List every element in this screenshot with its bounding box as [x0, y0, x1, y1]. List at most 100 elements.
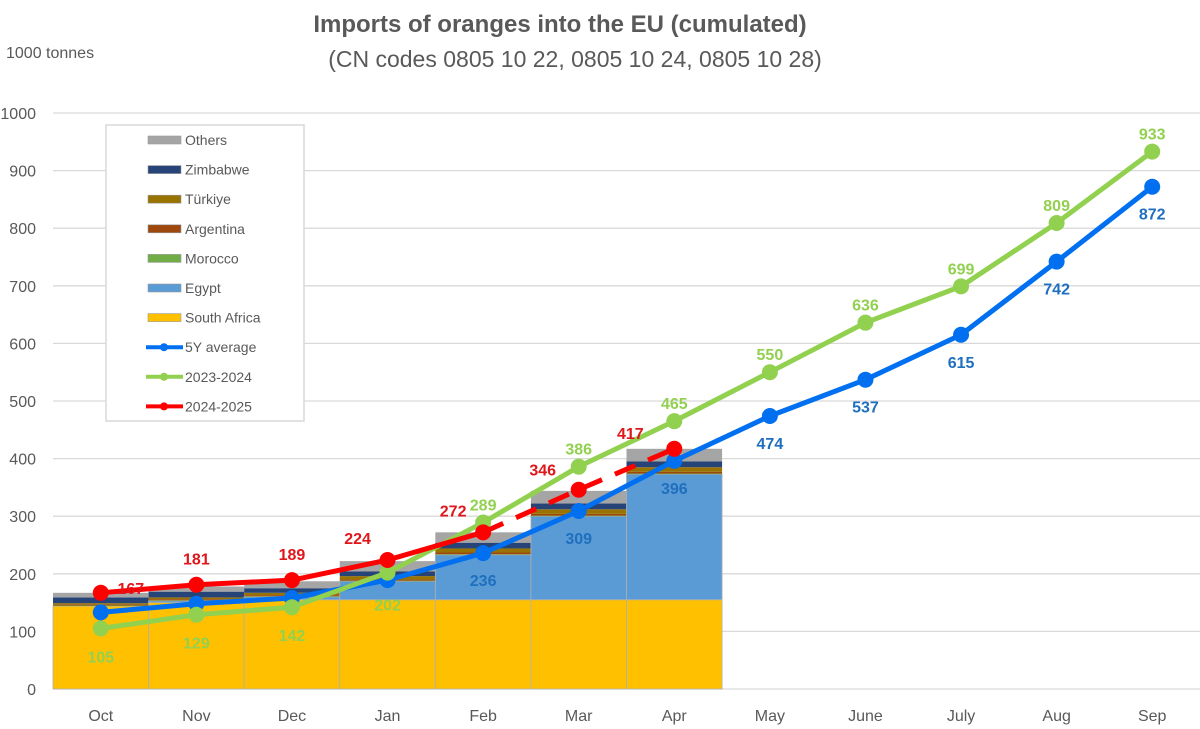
line-5y-average: [98, 184, 1155, 615]
data-label-2023-2024: 289: [470, 498, 497, 515]
point-2023-2024: [570, 458, 587, 475]
data-label-2024-2025: 417: [617, 426, 644, 443]
point-2024-2025: [666, 440, 683, 457]
legend-label-2024-2025: 2024-2025: [185, 398, 252, 414]
data-label-2023-2024: 142: [279, 628, 306, 645]
point-5y-average: [475, 545, 492, 562]
legend-marker-2024-2025: [160, 402, 168, 411]
data-label-5y-average: 742: [1043, 282, 1070, 299]
legend-label-t-rkiye: Türkiye: [185, 191, 231, 207]
bar-segment-egypt: [626, 473, 723, 601]
data-label-2023-2024: 105: [87, 650, 114, 667]
legend-swatch-morocco: [147, 254, 182, 263]
chart-title: Imports of oranges into the EU (cumulate…: [313, 11, 806, 38]
y-axis-unit-label: 1000 tonnes: [6, 45, 94, 62]
y-tick-label: 600: [9, 336, 36, 353]
point-2024-2025: [570, 481, 587, 498]
x-tick-label: Nov: [182, 708, 210, 725]
point-2024-2025: [475, 524, 492, 541]
legend-label-egypt: Egypt: [185, 280, 221, 296]
y-tick-label: 200: [9, 567, 36, 584]
legend-swatch-south-africa: [147, 313, 182, 322]
x-tick-label: May: [755, 708, 785, 725]
data-label-2024-2025: 272: [440, 503, 467, 520]
legend-label-south-africa: South Africa: [185, 310, 261, 326]
y-tick-label: 800: [9, 221, 36, 238]
data-label-5y-average: 537: [852, 400, 879, 417]
point-2023-2024: [1048, 215, 1065, 232]
data-label-2024-2025: 224: [344, 531, 371, 548]
x-tick-label: Dec: [278, 708, 306, 725]
x-tick-label: July: [947, 708, 975, 725]
legend-swatch-zimbabwe: [147, 165, 182, 174]
bar-segment-south-africa: [339, 599, 436, 690]
y-tick-label: 100: [9, 624, 36, 641]
x-tick-label: Sep: [1138, 708, 1167, 725]
x-tick-label: Feb: [469, 708, 497, 725]
point-5y-average: [188, 595, 205, 612]
line-series: [92, 143, 1161, 637]
legend-label-others: Others: [185, 132, 227, 148]
bar-segment-egypt: [530, 515, 627, 601]
y-tick-label: 400: [9, 452, 36, 469]
line-2023-2024: [98, 149, 1155, 632]
point-2023-2024: [379, 564, 396, 581]
data-label-5y-average: 236: [470, 573, 497, 590]
point-5y-average: [570, 503, 587, 520]
chart-subtitle: (CN codes 0805 10 22, 0805 10 24, 0805 1…: [328, 46, 822, 72]
legend-label-5y-average: 5Y average: [185, 339, 257, 355]
y-tick-label: 700: [9, 279, 36, 296]
data-label-5y-average: 872: [1139, 207, 1166, 224]
data-label-2023-2024: 202: [374, 598, 401, 615]
point-5y-average: [1048, 253, 1065, 270]
data-label-2024-2025: 346: [529, 463, 556, 480]
point-2023-2024: [92, 620, 109, 637]
bar-segment-morocco: [626, 473, 723, 475]
data-label-2023-2024: 550: [757, 347, 784, 364]
data-label-5y-average: 396: [661, 481, 688, 498]
data-label-2023-2024: 129: [183, 636, 210, 653]
x-tick-label: Mar: [565, 708, 593, 725]
point-2024-2025: [188, 576, 205, 593]
point-2023-2024: [188, 606, 205, 623]
legend-marker-2023-2024: [160, 372, 168, 381]
point-2023-2024: [283, 599, 300, 616]
y-tick-label: 900: [9, 164, 36, 181]
x-tick-label: Jan: [375, 708, 401, 725]
x-tick-label: Aug: [1042, 708, 1070, 725]
point-2023-2024: [666, 413, 683, 430]
point-5y-average: [1144, 178, 1161, 195]
point-2023-2024: [953, 278, 970, 295]
x-tick-label: June: [848, 708, 883, 725]
point-2023-2024: [857, 314, 874, 331]
data-label-5y-average: 309: [565, 531, 592, 548]
bar-segment-zimbabwe: [148, 591, 245, 598]
legend-swatch-egypt: [147, 283, 182, 293]
x-tick-label: Apr: [662, 708, 688, 725]
point-2024-2025: [283, 572, 300, 589]
point-5y-average: [857, 371, 874, 388]
point-5y-average: [761, 407, 778, 424]
bar-segment-south-africa: [434, 599, 532, 690]
point-2024-2025: [92, 584, 109, 601]
legend-swatch-others: [147, 135, 182, 145]
data-label-2023-2024: 636: [852, 298, 879, 315]
y-axis-ticks: 0 100 200 300 400 500 600 700 800 900 1000: [0, 106, 36, 699]
bar-segment-t-rkiye: [626, 467, 723, 472]
data-label-2024-2025: 189: [279, 547, 306, 564]
data-label-2023-2024: 465: [661, 396, 688, 413]
point-5y-average: [92, 604, 109, 621]
data-label-2023-2024: 933: [1139, 127, 1166, 144]
data-label-5y-average: 615: [948, 355, 975, 372]
bar-segment-south-africa: [243, 599, 341, 690]
x-axis-ticks: Oct Nov Dec Jan Feb Mar Apr May June July Aug Sep: [88, 708, 1166, 725]
y-tick-label: 500: [9, 394, 36, 411]
data-labels: 236 309 396 474 537 615 742 872 105 129 142 202 289 3…: [87, 127, 1165, 667]
y-tick-label: 300: [9, 509, 36, 526]
legend-swatch-argentina: [147, 224, 182, 234]
legend-label-2023-2024: 2023-2024: [185, 369, 252, 385]
y-tick-label: 1000: [0, 106, 36, 123]
point-2023-2024: [1144, 143, 1161, 160]
bar-segment-t-rkiye: [53, 603, 149, 605]
